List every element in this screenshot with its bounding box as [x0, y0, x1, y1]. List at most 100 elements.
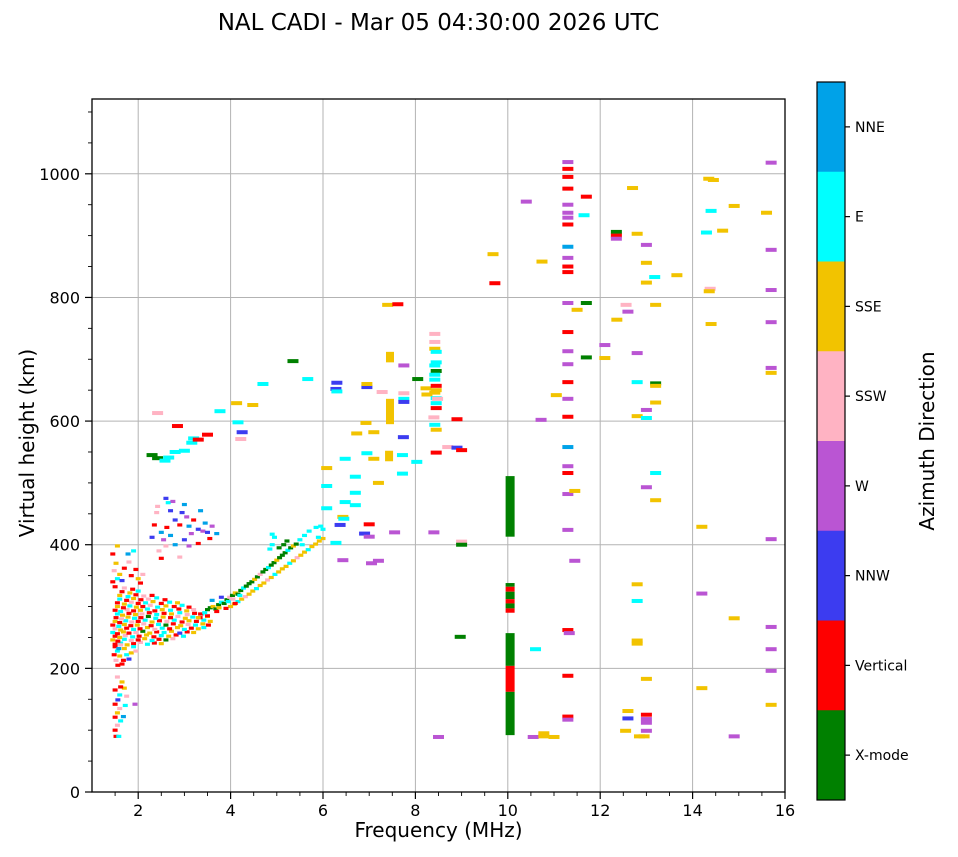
data-point — [181, 627, 187, 632]
data-point — [110, 580, 116, 584]
data-point — [122, 633, 128, 638]
data-point — [168, 533, 174, 538]
data-point — [141, 622, 147, 626]
data-point — [116, 734, 122, 738]
data-point — [142, 618, 148, 622]
data-dash — [562, 414, 574, 419]
data-point — [168, 608, 174, 612]
data-point — [114, 544, 120, 548]
data-point — [114, 577, 120, 581]
data-point — [181, 502, 187, 507]
colorbar-segment — [817, 441, 845, 532]
data-dash — [640, 717, 652, 722]
data-dash — [429, 390, 441, 395]
data-dash — [428, 530, 440, 535]
data-bar — [505, 599, 515, 604]
data-dash — [640, 720, 652, 725]
data-dash — [671, 273, 683, 278]
data-dash — [562, 362, 574, 367]
data-bar — [385, 398, 394, 425]
data-point — [110, 552, 116, 556]
data-bar — [505, 691, 515, 736]
data-point — [257, 572, 263, 576]
data-point — [126, 657, 132, 661]
data-point — [121, 586, 127, 590]
data-point — [170, 622, 176, 626]
colorbar-segment — [817, 351, 845, 442]
data-dash — [520, 199, 532, 204]
data-point — [124, 653, 130, 657]
data-point — [293, 542, 299, 546]
data-dash — [562, 202, 574, 207]
data-dash — [562, 215, 574, 220]
data-point — [162, 598, 168, 602]
data-dash — [765, 668, 777, 673]
data-point — [223, 606, 229, 610]
data-point — [174, 601, 180, 605]
data-point — [200, 529, 206, 533]
data-point — [163, 604, 169, 608]
data-point — [171, 604, 177, 609]
data-point — [246, 582, 252, 586]
data-point — [290, 544, 296, 548]
data-point — [154, 596, 160, 600]
data-dash — [363, 522, 375, 527]
data-point — [125, 595, 131, 599]
data-dash — [330, 386, 342, 391]
data-point — [145, 597, 151, 601]
data-point — [124, 626, 130, 630]
data-point — [163, 544, 169, 548]
data-point — [117, 654, 123, 658]
data-dash — [430, 383, 442, 388]
data-point — [143, 601, 149, 605]
data-dash — [430, 360, 442, 365]
data-point — [149, 535, 155, 539]
data-dash — [700, 230, 712, 235]
data-point — [126, 611, 132, 615]
data-point — [120, 606, 126, 610]
data-point — [112, 627, 118, 631]
data-point — [128, 600, 134, 604]
data-point — [202, 521, 208, 525]
data-dash — [527, 734, 539, 739]
chart-title: NAL CADI - Mar 05 04:30:00 2026 UTC — [217, 10, 660, 36]
data-dash — [430, 401, 442, 406]
data-point — [122, 703, 128, 708]
data-bar — [505, 665, 515, 692]
data-point — [305, 548, 311, 552]
data-point — [124, 694, 130, 698]
data-point — [118, 641, 124, 645]
data-dash — [412, 377, 424, 382]
data-point — [185, 622, 191, 627]
data-point — [136, 634, 142, 638]
data-point — [156, 549, 162, 553]
data-point — [123, 619, 129, 623]
data-point — [316, 539, 322, 543]
data-dash — [429, 339, 441, 344]
colorbar-tick-label: X-mode — [855, 748, 909, 764]
data-dash — [535, 417, 547, 422]
data-dash — [640, 712, 652, 717]
data-dash — [361, 381, 373, 386]
data-point — [113, 616, 119, 620]
data-dash — [372, 558, 384, 563]
data-dash — [580, 301, 592, 306]
x-tick-label: 12 — [590, 801, 610, 820]
data-point — [283, 564, 289, 568]
data-dash — [562, 380, 574, 385]
data-dash — [538, 731, 550, 736]
colorbar-segment — [817, 82, 845, 173]
data-dash — [562, 210, 574, 215]
data-dash — [650, 400, 662, 405]
data-dash — [366, 561, 378, 566]
data-dash — [169, 449, 181, 454]
data-point — [161, 611, 167, 615]
data-dash — [163, 455, 175, 460]
data-dash — [321, 506, 333, 511]
data-dash — [257, 381, 269, 386]
data-point — [221, 601, 227, 606]
data-point — [119, 613, 125, 617]
data-point — [265, 565, 271, 570]
data-point — [186, 605, 192, 609]
data-point — [195, 627, 201, 631]
